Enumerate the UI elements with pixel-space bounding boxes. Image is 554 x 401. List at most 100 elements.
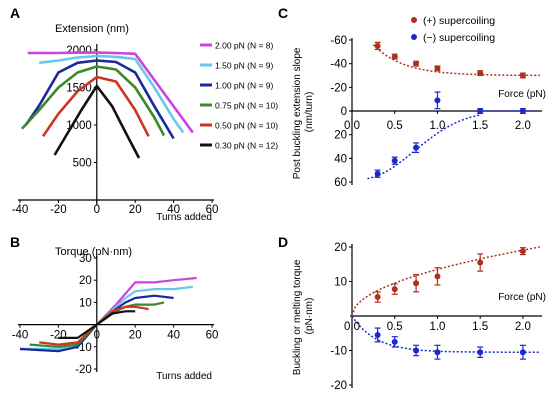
data-point <box>391 53 398 60</box>
data-point <box>477 259 484 266</box>
panel-c-slope-chart: Post buckling extension slope (nm/turn) … <box>292 15 546 189</box>
panel-c-legend: (+) supercoiling (−) supercoiling <box>411 15 495 44</box>
extension-series-line <box>53 84 141 159</box>
legend-label: (−) supercoiling <box>423 32 495 44</box>
y-tick-label: 30 <box>79 253 92 265</box>
data-point <box>477 108 484 114</box>
data-point <box>477 70 484 77</box>
data-point <box>434 65 441 72</box>
fit-curve <box>367 110 540 180</box>
panel-b-x-axis-label: Turns added <box>156 371 212 382</box>
panel-a-x-axis-label: Turns added <box>156 212 212 223</box>
x-tick-label: 60 <box>206 330 219 342</box>
x-tick-label: 60 <box>206 204 219 216</box>
extension-series-line <box>39 54 185 134</box>
data-point <box>477 349 484 356</box>
data-point <box>374 331 381 338</box>
x-tick-label: 2.0 <box>515 120 531 132</box>
panel-c-y-axis-label: Post buckling extension slope (nm/turn) <box>292 45 315 180</box>
panel-label-b: B <box>10 234 20 250</box>
data-point <box>519 72 526 79</box>
y-tick-label: 10 <box>334 277 347 289</box>
torque-series-line <box>29 301 165 348</box>
y-tick-label: 0 <box>341 106 347 118</box>
x-tick-label: 0.5 <box>387 321 403 333</box>
y-tick-label: -20 <box>75 364 92 376</box>
x-tick-label: 0 <box>94 204 100 216</box>
legend-label: 0.30 pN (N = 12) <box>215 141 278 151</box>
legend-marker <box>411 34 417 40</box>
x-tick-label: 0.0 <box>344 120 360 132</box>
x-tick-label: 2.0 <box>515 321 531 333</box>
data-point <box>413 280 420 287</box>
fit-curve <box>351 246 541 317</box>
x-tick-label: 40 <box>167 330 180 342</box>
legend-label: 0.75 pN (N = 10) <box>215 101 278 111</box>
panel-d-torque-chart: Buckling or melting torque (pN·nm) Force… <box>292 242 546 392</box>
data-point <box>413 347 420 354</box>
panel-b-torque-chart: Torque (pN·nm) Turns added -40 -20 0 20 40 60… <box>12 246 219 382</box>
data-point <box>374 42 381 49</box>
x-tick-label: -20 <box>50 204 67 216</box>
panel-label-a: A <box>10 5 20 21</box>
data-point <box>519 108 526 114</box>
x-tick-label: 1.0 <box>429 120 445 132</box>
data-point <box>519 248 526 255</box>
extension-series-line <box>20 65 166 137</box>
x-tick-label: -40 <box>12 204 29 216</box>
data-point <box>391 157 398 164</box>
legend-label: 1.00 pN (N = 9) <box>215 81 274 91</box>
x-tick-label: 20 <box>129 204 142 216</box>
data-point <box>374 170 381 177</box>
x-tick-label: -40 <box>12 330 29 342</box>
x-tick-label: 1.5 <box>472 321 488 333</box>
y-tick-label: -20 <box>330 82 347 94</box>
panel-c-x-axis-label: Force (pN) <box>498 89 546 100</box>
y-tick-label: 60 <box>334 177 347 189</box>
x-tick-label: 1.0 <box>429 321 445 333</box>
extension-series-line <box>27 51 194 134</box>
y-tick-label: -40 <box>330 59 347 71</box>
legend-label: 1.50 pN (N = 9) <box>215 61 274 71</box>
data-point <box>391 286 398 293</box>
y-tick-label: 20 <box>79 275 92 287</box>
y-tick-label: 20 <box>334 130 347 142</box>
x-tick-label: 20 <box>129 330 142 342</box>
y-tick-label: 20 <box>334 242 347 254</box>
x-tick-label: 1.5 <box>472 120 488 132</box>
y-tick-label: 10 <box>79 297 92 309</box>
torque-series-line <box>58 310 136 339</box>
panel-label-d: D <box>278 234 288 250</box>
x-tick-label: 40 <box>167 204 180 216</box>
data-point <box>413 60 420 67</box>
panel-a-legend: 2.00 pN (N = 8) 1.50 pN (N = 9) 1.00 pN (N… <box>200 41 278 151</box>
y-tick-label: -60 <box>330 35 347 47</box>
legend-label: 2.00 pN (N = 8) <box>215 41 274 51</box>
legend-marker <box>411 17 417 23</box>
x-tick-label: 0 <box>94 330 100 342</box>
data-point <box>374 294 381 301</box>
x-tick-label: -20 <box>50 330 67 342</box>
panel-a-extension-chart: Extension (nm) Turns added -40 -20 0 20 40 60… <box>12 23 279 223</box>
data-point <box>434 273 441 280</box>
panel-label-c: C <box>278 5 288 21</box>
extension-series-line <box>41 75 150 138</box>
fit-curve <box>351 315 540 353</box>
y-tick-label: -20 <box>330 380 347 392</box>
y-tick-label: 40 <box>334 153 347 165</box>
panel-b-title: Torque (pN·nm) <box>55 246 132 258</box>
legend-label: (+) supercoiling <box>423 15 495 27</box>
data-point <box>391 338 398 345</box>
data-point <box>434 97 441 104</box>
fit-curve <box>372 44 540 77</box>
legend-label: 0.50 pN (N = 10) <box>215 121 278 131</box>
panel-d-x-axis-label: Force (pN) <box>498 292 546 303</box>
x-tick-label: 0.5 <box>387 120 403 132</box>
panel-a-title: Extension (nm) <box>55 23 129 35</box>
data-point <box>519 349 526 356</box>
y-tick-label: 2000 <box>66 45 92 57</box>
data-point <box>434 349 441 356</box>
panel-d-y-axis-label: Buckling or melting torque (pN·nm) <box>292 257 315 375</box>
extension-series-line <box>24 59 175 140</box>
